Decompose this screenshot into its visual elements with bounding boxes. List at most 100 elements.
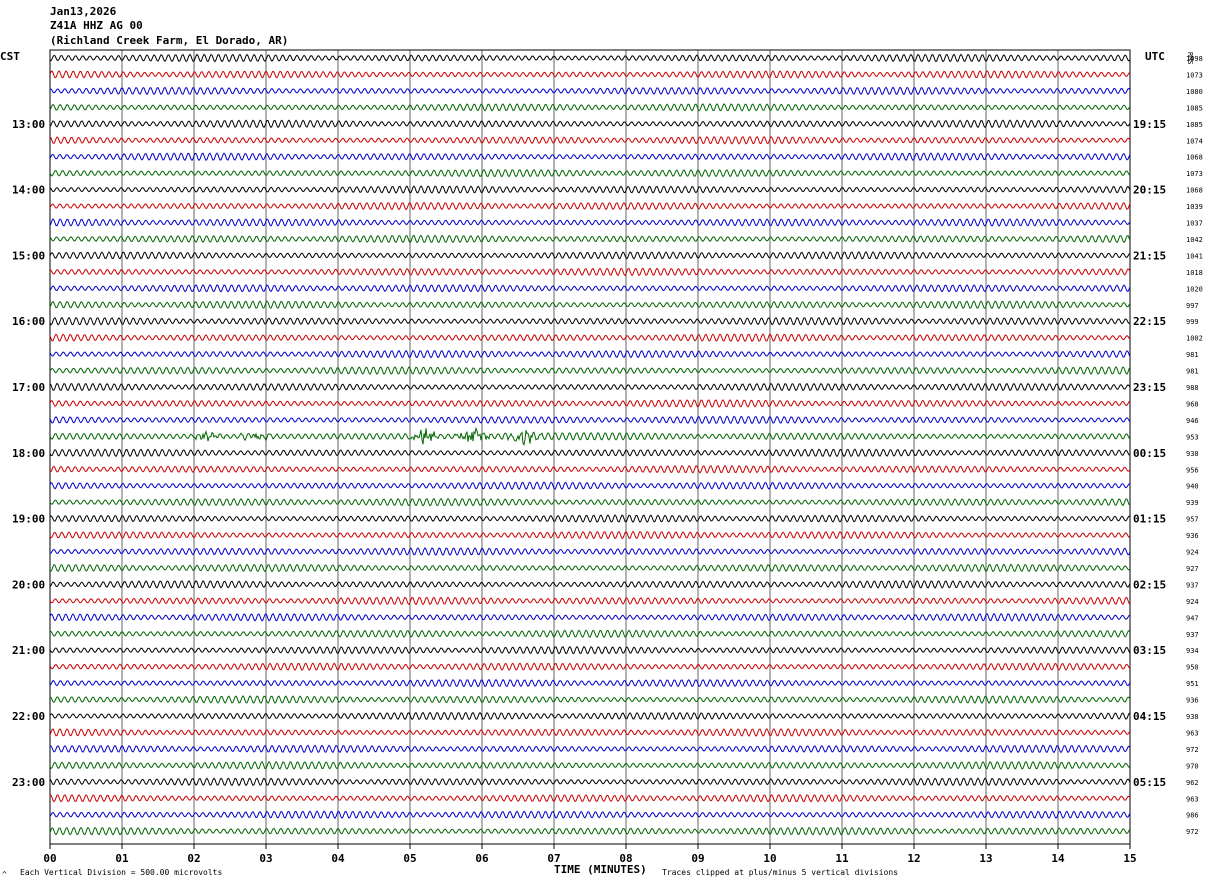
rms-value: 981 [1186,351,1199,359]
trace-line [49,152,1131,162]
rms-value: 947 [1186,614,1199,622]
trace-line [49,349,1131,359]
x-tick-label: 10 [763,852,776,865]
rms-value: 937 [1186,581,1199,589]
trace-line [49,201,1131,211]
rms-value: 1002 [1186,335,1203,343]
trace-line [49,695,1131,704]
left-hour-label: 18:00 [12,447,45,460]
rms-value: 936 [1186,697,1199,705]
left-hour-label: 14:00 [12,184,45,197]
trace-line [49,251,1131,260]
right-hour-label: 20:15 [1133,184,1166,197]
right-hour-label: 21:15 [1133,249,1166,262]
rms-value: 927 [1186,565,1199,573]
trace-line [49,185,1131,194]
right-hour-label: 23:15 [1133,381,1166,394]
trace-line [49,53,1131,63]
rms-value: 951 [1186,680,1199,688]
trace-line [49,70,1131,79]
rms-value: 970 [1186,762,1199,770]
right-hour-label: 22:15 [1133,315,1166,328]
right-hour-label: 19:15 [1133,118,1166,131]
rms-value: 939 [1186,499,1199,507]
rms-value: 1037 [1186,220,1203,228]
trace-line [49,103,1131,112]
left-hour-label: 17:00 [12,381,45,394]
trace-line [49,366,1131,375]
trace-line [49,810,1131,819]
rms-value: 1073 [1186,71,1203,79]
x-tick-label: 05 [403,852,416,865]
left-hour-label: 15:00 [12,249,45,262]
left-hour-label: 23:00 [12,776,45,789]
x-tick-label: 08 [619,852,632,865]
left-hour-label: 21:00 [12,644,45,657]
rms-value: 981 [1186,368,1199,376]
right-hour-label: 04:15 [1133,710,1166,723]
x-tick-label: 14 [1051,852,1065,865]
x-axis-title: TIME (MINUTES) [554,863,647,876]
rms-value: 1080 [1186,88,1203,96]
left-hour-label: 16:00 [12,315,45,328]
trace-line [49,234,1131,244]
trace-line [49,284,1131,293]
right-hour-label: 03:15 [1133,644,1166,657]
x-tick-label: 11 [835,852,849,865]
x-tick-label: 06 [475,852,489,865]
rms-value: 1098 [1186,55,1203,63]
trace-line [49,448,1131,458]
trace-line [49,563,1131,573]
x-tick-label: 04 [331,852,345,865]
trace-line [49,135,1131,145]
rms-value: 999 [1186,318,1199,326]
trace-line [49,579,1131,589]
rms-value: 988 [1186,384,1199,392]
station-location: (Richland Creek Farm, El Dorado, AR) [50,34,289,47]
rms-value: 963 [1186,795,1199,803]
trace-line [49,399,1131,408]
trace-line [49,316,1131,326]
trace-line [49,678,1131,688]
trace-line [49,826,1131,836]
x-tick-label: 03 [259,852,272,865]
rms-value: 924 [1186,549,1199,557]
rms-value: 963 [1186,729,1199,737]
clip-note: Traces clipped at plus/minus 5 vertical … [662,868,899,877]
trace-line [49,662,1131,671]
trace-line [49,300,1131,310]
trace-layer [49,53,1131,836]
trace-line [49,86,1131,96]
right-hour-label: 05:15 [1133,776,1166,789]
trace-line [49,645,1131,655]
trace-line [49,711,1131,721]
rms-value: 1068 [1186,154,1203,162]
rms-value: 1085 [1186,104,1203,112]
trace-line [49,464,1131,474]
rms-value: 1039 [1186,203,1203,211]
trace-line [49,547,1131,556]
rms-value: 968 [1186,400,1199,408]
left-hour-label: 19:00 [12,513,45,526]
rms-value: 956 [1186,466,1199,474]
corner-mark: ^ [2,870,7,879]
left-timezone-label: CST [0,50,20,63]
rms-value: 934 [1186,647,1199,655]
rms-value: 937 [1186,631,1199,639]
trace-line [49,744,1131,754]
trace-line [49,426,1131,446]
x-tick-label: 12 [907,852,920,865]
rms-value: 1018 [1186,269,1203,277]
rms-value: 972 [1186,828,1199,836]
trace-line [49,760,1131,770]
trace-line [49,728,1131,737]
rms-value: 972 [1186,746,1199,754]
right-hour-label: 02:15 [1133,578,1166,591]
right-hour-label: 00:15 [1133,447,1166,460]
rms-column-header: RMS [1186,52,1194,65]
record-date: Jan13,2026 [50,5,117,18]
rms-value: 1073 [1186,170,1203,178]
rms-value: 986 [1186,812,1199,820]
rms-value: 1085 [1186,121,1203,129]
